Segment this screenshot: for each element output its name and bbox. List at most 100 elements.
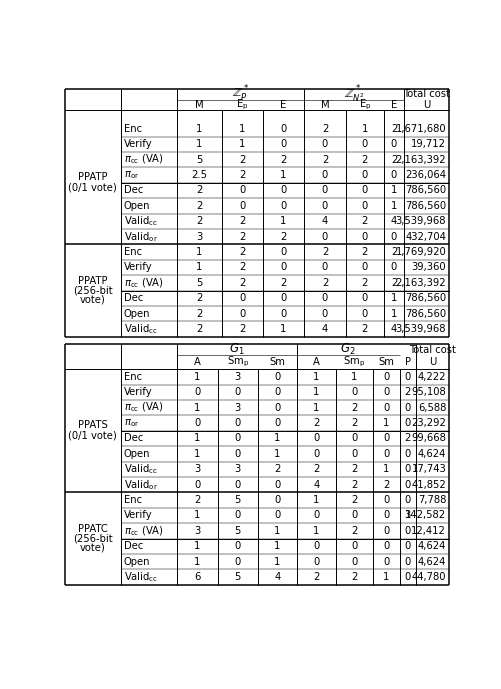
Text: 0: 0: [239, 185, 245, 196]
Text: 0: 0: [274, 495, 281, 505]
Text: 3: 3: [234, 372, 241, 382]
Text: 1: 1: [281, 216, 287, 226]
Text: 2: 2: [391, 278, 397, 288]
Text: 2: 2: [239, 247, 245, 257]
Text: 1,671,680: 1,671,680: [396, 124, 446, 134]
Text: 0: 0: [234, 387, 241, 398]
Text: $\mathbb{Z}^*_P$: $\mathbb{Z}^*_P$: [232, 84, 249, 104]
Text: 2: 2: [351, 495, 358, 505]
Text: 2: 2: [383, 480, 389, 490]
Text: 0: 0: [234, 511, 241, 520]
Text: 2: 2: [322, 124, 328, 134]
Text: 4,624: 4,624: [418, 557, 446, 566]
Text: 3: 3: [234, 402, 241, 413]
Text: 0: 0: [234, 557, 241, 566]
Text: 142,582: 142,582: [405, 511, 446, 520]
Text: 4,624: 4,624: [418, 449, 446, 459]
Text: 5: 5: [234, 495, 241, 505]
Text: 6,588: 6,588: [418, 402, 446, 413]
Text: 0: 0: [322, 170, 328, 180]
Text: 2: 2: [194, 495, 201, 505]
Text: Enc: Enc: [124, 372, 142, 382]
Text: 0: 0: [383, 387, 389, 398]
Text: 99,668: 99,668: [411, 433, 446, 444]
Text: E$_{\rm p}$: E$_{\rm p}$: [359, 98, 371, 112]
Text: 4: 4: [322, 324, 328, 334]
Text: 2: 2: [351, 402, 358, 413]
Text: 0: 0: [362, 263, 368, 272]
Text: 0: 0: [405, 572, 411, 582]
Text: 0: 0: [313, 433, 320, 444]
Text: Dec: Dec: [124, 185, 143, 196]
Text: 1: 1: [196, 124, 202, 134]
Text: 0: 0: [313, 449, 320, 459]
Text: 0: 0: [281, 309, 287, 319]
Text: $\pi_{\rm or}$: $\pi_{\rm or}$: [124, 417, 139, 429]
Text: 432,704: 432,704: [405, 232, 446, 242]
Text: 1: 1: [274, 449, 281, 459]
Text: 4: 4: [322, 216, 328, 226]
Text: 2: 2: [351, 418, 358, 428]
Text: 0: 0: [405, 402, 411, 413]
Text: 0: 0: [322, 139, 328, 150]
Text: (0/1 vote): (0/1 vote): [69, 431, 117, 440]
Text: 5: 5: [234, 526, 241, 536]
Text: (256-bit: (256-bit: [73, 533, 113, 544]
Text: $G_2$: $G_2$: [341, 342, 356, 358]
Text: $\pi_{\rm cc}$ (VA): $\pi_{\rm cc}$ (VA): [124, 401, 164, 414]
Text: 0: 0: [234, 480, 241, 490]
Text: 3: 3: [405, 511, 411, 520]
Text: Valid$_{\rm or}$: Valid$_{\rm or}$: [124, 477, 158, 491]
Text: 2: 2: [239, 324, 245, 334]
Text: 0: 0: [274, 372, 281, 382]
Text: 0: 0: [281, 263, 287, 272]
Text: 1: 1: [194, 433, 201, 444]
Text: 1: 1: [391, 309, 397, 319]
Text: 1: 1: [383, 464, 389, 474]
Text: 2: 2: [196, 324, 202, 334]
Text: 0: 0: [383, 372, 389, 382]
Text: 2: 2: [351, 572, 358, 582]
Text: $\mathbb{Z}^*_{N^2}$: $\mathbb{Z}^*_{N^2}$: [344, 84, 364, 105]
Text: P: P: [405, 357, 411, 367]
Text: 0: 0: [405, 495, 411, 505]
Text: Valid$_{\rm cc}$: Valid$_{\rm cc}$: [124, 322, 158, 336]
Text: 2: 2: [239, 232, 245, 242]
Text: 786,560: 786,560: [405, 294, 446, 303]
Text: 0: 0: [362, 170, 368, 180]
Text: $\pi_{\rm cc}$ (VA): $\pi_{\rm cc}$ (VA): [124, 524, 164, 537]
Text: 4,624: 4,624: [418, 542, 446, 551]
Text: 1: 1: [313, 526, 320, 536]
Text: 0: 0: [322, 263, 328, 272]
Text: 1: 1: [391, 294, 397, 303]
Text: 0: 0: [274, 418, 281, 428]
Text: 2: 2: [313, 572, 320, 582]
Text: 0: 0: [239, 201, 245, 211]
Text: 0: 0: [234, 418, 241, 428]
Text: 3,539,968: 3,539,968: [396, 324, 446, 334]
Text: 39,360: 39,360: [412, 263, 446, 272]
Text: 5: 5: [196, 278, 202, 288]
Text: 0: 0: [383, 449, 389, 459]
Text: 0: 0: [383, 557, 389, 566]
Text: 4: 4: [391, 324, 397, 334]
Text: PPATP: PPATP: [78, 172, 108, 182]
Text: M: M: [195, 100, 204, 110]
Text: 2,163,392: 2,163,392: [396, 278, 446, 288]
Text: 1: 1: [239, 139, 245, 150]
Text: 0: 0: [322, 309, 328, 319]
Text: 2: 2: [405, 433, 411, 444]
Text: Verify: Verify: [124, 139, 152, 150]
Text: 0: 0: [383, 511, 389, 520]
Text: 2: 2: [362, 216, 368, 226]
Text: 1: 1: [383, 418, 389, 428]
Text: 2: 2: [322, 247, 328, 257]
Text: 0: 0: [281, 247, 287, 257]
Text: Total cost: Total cost: [409, 345, 456, 355]
Text: 1,769,920: 1,769,920: [395, 247, 446, 257]
Text: 0: 0: [281, 294, 287, 303]
Text: 0: 0: [322, 294, 328, 303]
Text: 0: 0: [194, 418, 200, 428]
Text: Total cost: Total cost: [403, 90, 450, 99]
Text: E$_{\rm p}$: E$_{\rm p}$: [236, 98, 248, 112]
